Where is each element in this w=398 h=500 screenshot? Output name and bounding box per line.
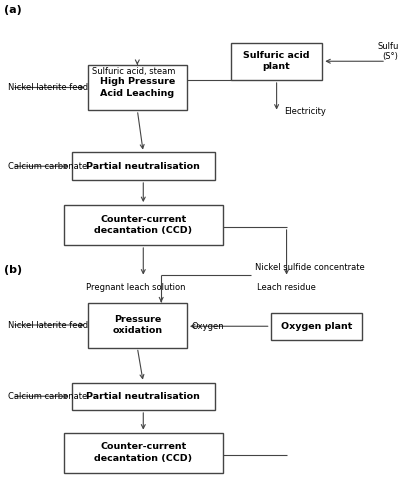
Text: Counter-current
decantation (CCD): Counter-current decantation (CCD) xyxy=(94,215,192,235)
FancyBboxPatch shape xyxy=(64,432,223,472)
FancyBboxPatch shape xyxy=(271,312,362,340)
Text: Nickel laterite feed: Nickel laterite feed xyxy=(8,320,88,330)
Text: Oxygen: Oxygen xyxy=(191,322,224,331)
FancyBboxPatch shape xyxy=(64,205,223,245)
FancyBboxPatch shape xyxy=(72,152,215,180)
Text: Nickel sulfide concentrate: Nickel sulfide concentrate xyxy=(255,264,365,272)
Text: Nickel laterite feed: Nickel laterite feed xyxy=(8,83,88,92)
Text: Counter-current
decantation (CCD): Counter-current decantation (CCD) xyxy=(94,442,192,462)
Text: Leach residue: Leach residue xyxy=(257,282,316,292)
Text: (b): (b) xyxy=(4,265,22,275)
FancyBboxPatch shape xyxy=(88,65,187,110)
Text: High Pressure
Acid Leaching: High Pressure Acid Leaching xyxy=(100,78,175,98)
Text: Pressure
oxidation: Pressure oxidation xyxy=(112,315,162,335)
FancyBboxPatch shape xyxy=(231,42,322,80)
Text: Sulfuric acid
plant: Sulfuric acid plant xyxy=(243,51,310,72)
FancyBboxPatch shape xyxy=(88,302,187,348)
FancyBboxPatch shape xyxy=(72,382,215,410)
Text: Partial neutralisation: Partial neutralisation xyxy=(86,392,200,401)
Text: Calcium carbonate: Calcium carbonate xyxy=(8,162,87,171)
Text: Sulfuric acid, steam: Sulfuric acid, steam xyxy=(92,67,175,76)
Text: Partial neutralisation: Partial neutralisation xyxy=(86,162,200,171)
Text: Electricity: Electricity xyxy=(285,108,326,116)
Text: Oxygen plant: Oxygen plant xyxy=(281,322,352,331)
Text: Calcium carbonate: Calcium carbonate xyxy=(8,392,87,401)
Text: (a): (a) xyxy=(4,5,22,15)
Text: Sulfur
(S°): Sulfur (S°) xyxy=(378,42,398,61)
Text: Pregnant leach solution: Pregnant leach solution xyxy=(86,282,185,292)
